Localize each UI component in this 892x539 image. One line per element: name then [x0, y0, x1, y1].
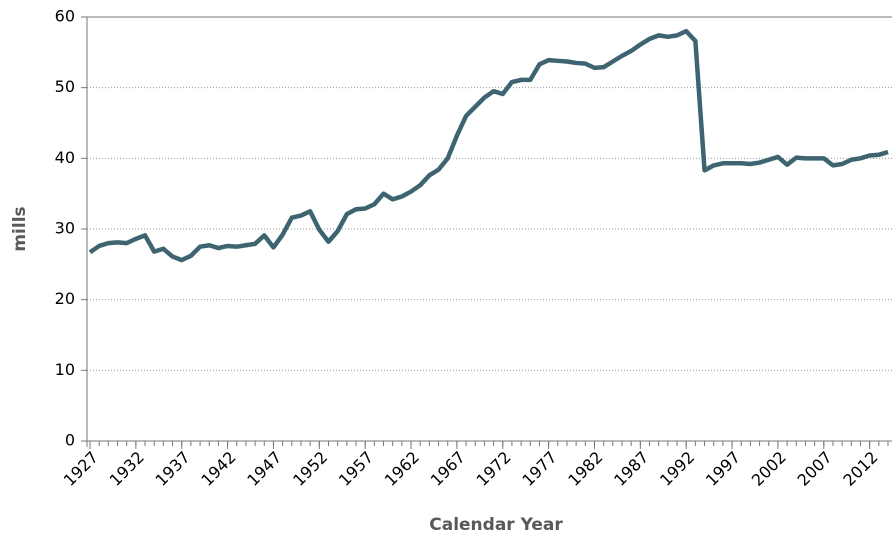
x-tick-label: 1992: [656, 448, 698, 490]
x-tick-label: 1927: [60, 448, 102, 490]
x-tick-label: 1967: [427, 448, 469, 490]
x-tick-label: 1977: [518, 448, 560, 490]
y-tick-label: 50: [55, 77, 75, 96]
x-tick-label: 1997: [702, 448, 744, 490]
x-tick-label: 1957: [335, 448, 377, 490]
y-tick-label: 0: [65, 431, 75, 450]
x-tick-label: 1987: [610, 448, 652, 490]
y-axis-title: mills: [10, 206, 30, 251]
x-tick-label: 2012: [839, 448, 881, 490]
y-tick-label: 60: [55, 7, 75, 26]
data-line: [88, 28, 889, 263]
x-tick-label: 1952: [289, 448, 331, 490]
x-tick-label: 1947: [243, 448, 285, 490]
y-tick-label: 40: [55, 148, 75, 167]
x-tick-label: 1942: [197, 448, 239, 490]
x-tick-label: 1972: [473, 448, 515, 490]
y-tick-label: 20: [55, 289, 75, 308]
x-tick-label: 1962: [381, 448, 423, 490]
x-tick-label: 1982: [564, 448, 606, 490]
y-tick-label: 10: [55, 360, 75, 379]
x-tick-label: 1932: [106, 448, 148, 490]
x-tick-label: 2002: [748, 448, 790, 490]
x-tick-label: 2007: [794, 448, 836, 490]
y-tick-label: 30: [55, 219, 75, 238]
x-tick-label: 1937: [152, 448, 194, 490]
x-axis-title: Calendar Year: [429, 515, 563, 535]
